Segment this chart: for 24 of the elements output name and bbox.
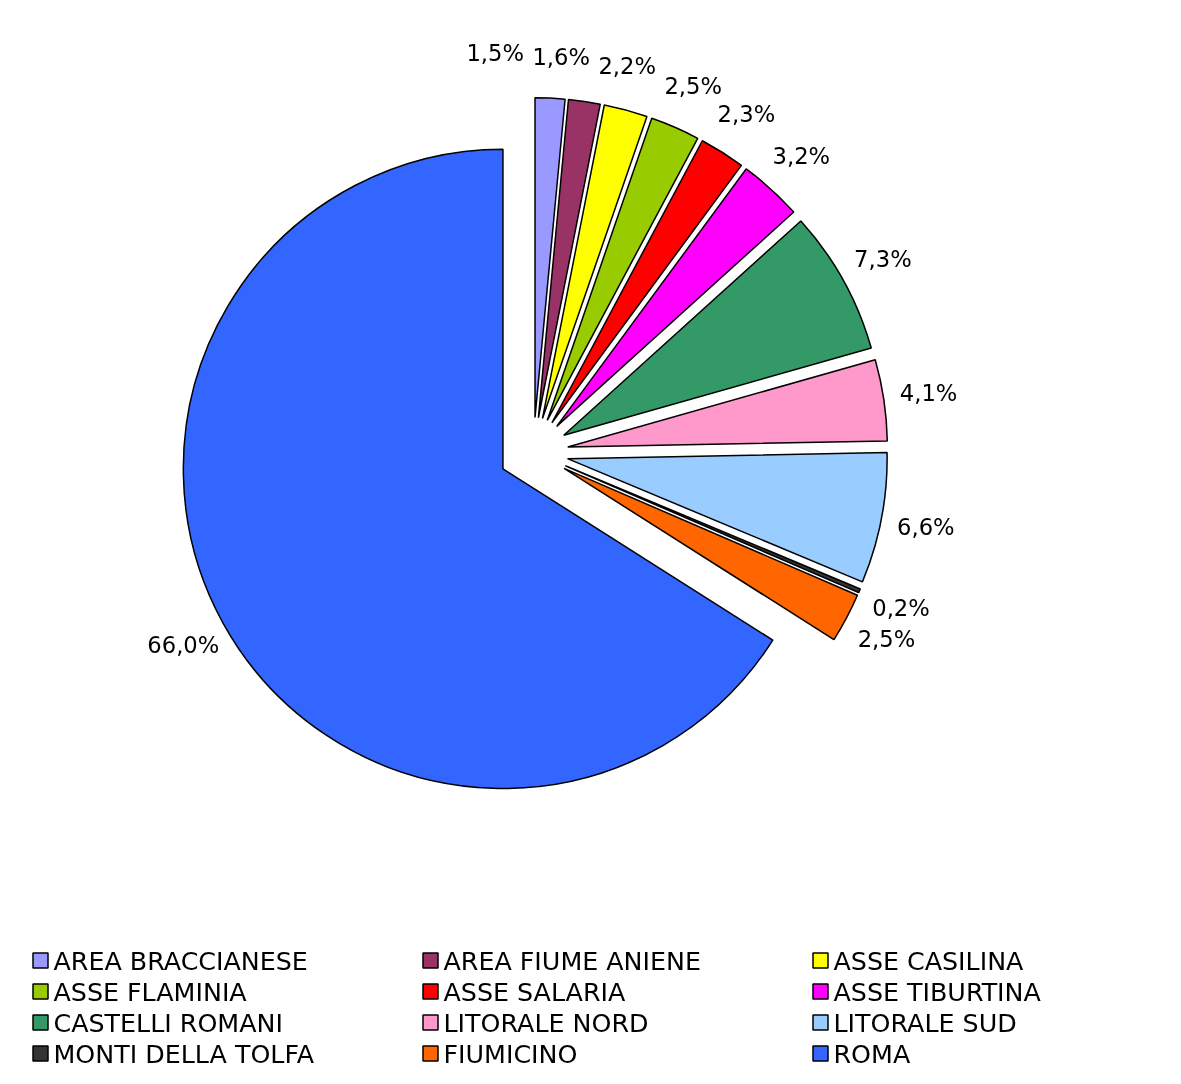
data-label: 2,3% xyxy=(717,101,776,128)
legend-label: FIUMICINO xyxy=(443,1038,578,1069)
data-label: 1,5% xyxy=(466,40,524,67)
legend-label: CASTELLI ROMANI xyxy=(53,1007,283,1038)
legend-label: ROMA xyxy=(833,1038,911,1069)
legend-label: LITORALE NORD xyxy=(443,1007,649,1038)
data-label: 2,2% xyxy=(598,53,656,80)
data-label: 4,1% xyxy=(899,380,958,407)
legend-label: LITORALE SUD xyxy=(833,1007,1017,1038)
legend-label: AREA BRACCIANESE xyxy=(53,945,308,976)
data-label: 7,3% xyxy=(854,245,912,272)
legend-label: ASSE SALARIA xyxy=(443,976,626,1007)
data-label: 6,6% xyxy=(897,513,955,540)
data-label: 2,5% xyxy=(664,72,722,99)
legend-label: MONTI DELLA TOLFA xyxy=(53,1038,315,1069)
legend-label: ASSE FLAMINIA xyxy=(53,976,248,1007)
data-label: 0,2% xyxy=(872,595,930,622)
legend-label: ASSE CASILINA xyxy=(833,945,1025,976)
data-label: 66,0% xyxy=(147,631,220,658)
data-label: 2,5% xyxy=(857,626,916,653)
legend-label: ASSE TIBURTINA xyxy=(833,976,1042,1007)
data-label: 3,2% xyxy=(772,142,831,169)
data-label: 1,6% xyxy=(532,43,590,70)
legend-label: AREA FIUME ANIENE xyxy=(443,945,701,976)
